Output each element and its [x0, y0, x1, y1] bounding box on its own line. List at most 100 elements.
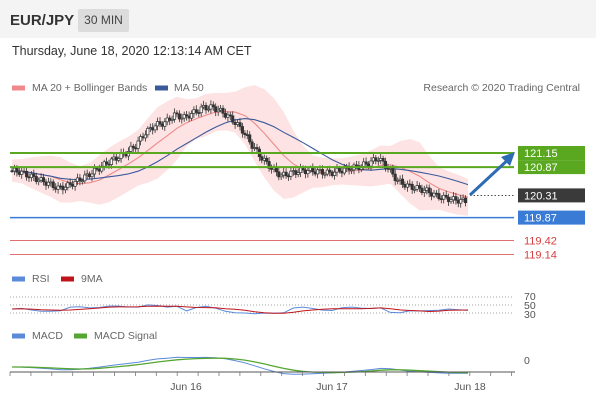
candle-body	[114, 156, 118, 161]
candle-body	[236, 122, 240, 125]
candle-body	[311, 167, 315, 173]
candle-body	[32, 173, 36, 177]
candle-body	[71, 184, 75, 187]
timeframe-badge[interactable]: 30 MIN	[78, 9, 129, 32]
candle-body	[83, 174, 87, 182]
candle-body	[248, 134, 252, 143]
forecast-arrow-head	[501, 152, 515, 166]
resistance-level-badge	[518, 146, 585, 160]
candle-body	[425, 187, 429, 191]
macd-level-0: 0	[524, 355, 530, 367]
candle-body	[454, 196, 458, 201]
candle-body	[318, 169, 322, 171]
candle-body	[12, 167, 16, 172]
candle-body	[216, 109, 220, 113]
candle-body	[396, 180, 400, 182]
resistance-level-badge	[518, 160, 585, 175]
pivot-level-value: 120.31	[524, 190, 558, 202]
candle-body	[20, 170, 24, 175]
candle-body	[102, 161, 106, 167]
support-level-value: 119.87	[524, 213, 557, 225]
candle-body	[371, 157, 375, 162]
candle-body	[68, 182, 72, 185]
candle-body	[228, 114, 232, 117]
candle-body	[405, 183, 409, 188]
candle-body	[17, 171, 21, 175]
candle-body	[350, 169, 354, 172]
rsi-legend-swatch	[12, 276, 25, 282]
bollinger-bands	[12, 85, 468, 216]
candle-body	[316, 169, 320, 175]
candle-body	[175, 112, 179, 115]
candle-body	[165, 117, 169, 123]
candle-body	[226, 114, 230, 118]
copyright-text: Research © 2020 Trading Central	[423, 82, 580, 94]
candle-body	[262, 157, 266, 161]
candle-body	[301, 167, 305, 171]
chart-legend: MA 20 + Bollinger Bands MA 50 Research ©…	[12, 82, 580, 94]
candle-body	[148, 127, 152, 129]
candle-body	[286, 175, 291, 178]
candle-body	[364, 161, 368, 165]
candle-body	[267, 161, 271, 169]
x-axis-ticks	[9, 372, 513, 376]
candle-body	[306, 170, 310, 175]
rsi-line	[11, 304, 469, 315]
candle-body	[170, 119, 174, 121]
price-panel: 121.15 120.87 120.31 119.87 119.42 119.14	[10, 85, 585, 262]
candle-body	[85, 173, 89, 176]
candle-body	[177, 113, 181, 120]
candle-body	[29, 173, 33, 178]
candle-body	[206, 108, 211, 111]
candle-body	[199, 106, 203, 114]
ma20-legend-swatch	[12, 85, 25, 91]
candle-body	[134, 147, 138, 150]
candle-body	[447, 196, 451, 203]
candle-body	[422, 189, 426, 193]
header-bar: EUR/JPY 30 MIN	[0, 0, 596, 38]
x-tick-label-jun18: Jun 18	[454, 381, 486, 393]
candle-body	[444, 194, 448, 198]
x-tick-label-jun17: Jun 17	[316, 381, 348, 393]
candle-body	[95, 167, 99, 170]
candle-body	[303, 169, 308, 175]
candle-body	[255, 147, 259, 150]
candle-body	[369, 160, 373, 167]
forecast-arrow-shaft	[468, 154, 514, 197]
candle-body	[88, 173, 92, 178]
candle-body	[129, 145, 133, 152]
candle-body	[296, 172, 300, 175]
candle-body	[403, 184, 407, 188]
instrument-title: EUR/JPY	[10, 12, 75, 29]
candle-body	[410, 183, 414, 190]
candle-body	[393, 173, 397, 182]
candle-body	[335, 167, 339, 173]
candle-body	[325, 169, 329, 175]
candle-body	[221, 107, 225, 114]
candle-body	[260, 156, 264, 161]
candle-body	[10, 170, 14, 173]
candle-body	[430, 192, 434, 197]
candle-body	[328, 169, 332, 173]
candle-body	[73, 181, 77, 187]
candle-body	[289, 170, 293, 177]
candle-body	[189, 113, 194, 119]
candle-body	[34, 176, 38, 182]
candle-body	[56, 185, 60, 190]
candle-body	[202, 105, 206, 108]
candle-body	[141, 136, 145, 139]
candle-body	[265, 157, 269, 162]
resistance-level-value: 120.87	[524, 162, 558, 174]
candle-body	[451, 196, 455, 201]
ma50-legend-swatch	[155, 85, 168, 91]
candle-body	[459, 199, 463, 204]
price-levels: 121.15 120.87 120.31 119.87 119.42 119.14	[10, 146, 585, 262]
candle-body	[245, 134, 249, 136]
macd-signal-line	[12, 357, 469, 374]
rsi-panel: RSI 9MA 70 50 30	[10, 273, 536, 321]
candle-body	[105, 161, 109, 165]
candle-body	[417, 185, 422, 189]
candle-body	[376, 160, 380, 162]
candle-body	[163, 121, 167, 127]
